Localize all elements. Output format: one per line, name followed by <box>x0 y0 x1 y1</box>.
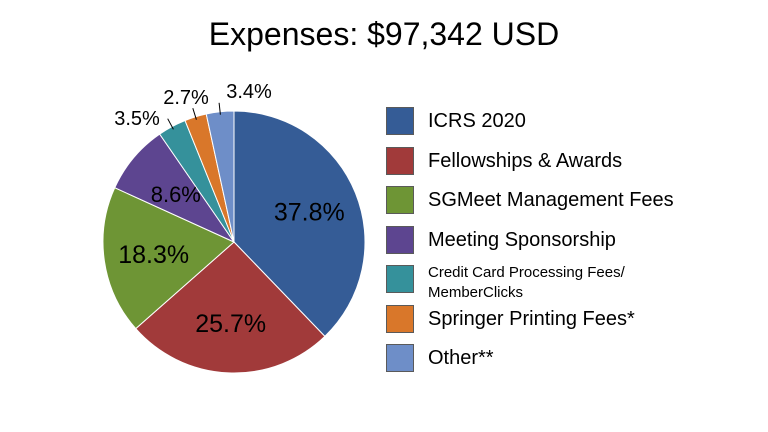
legend-swatch <box>386 186 414 214</box>
legend-swatch <box>386 225 414 254</box>
slice-value-label: 8.6% <box>151 182 201 207</box>
slice-leader-line <box>192 108 197 120</box>
legend-item: Credit Card Processing Fees/ MemberClick… <box>386 264 766 304</box>
legend-swatch <box>386 304 414 333</box>
legend-label: Credit Card Processing Fees/ MemberClick… <box>428 264 625 301</box>
pie-slice <box>233 110 366 338</box>
legend-label: ICRS 2020 <box>428 110 526 132</box>
slice-value-label: 18.3% <box>118 241 189 269</box>
legend-label: Fellowships & Awards <box>428 149 623 172</box>
slice-value-label: 25.7% <box>195 310 266 338</box>
legend-label: Meeting Sponsorship <box>428 228 616 251</box>
slice-leader-line <box>167 118 174 130</box>
pie-slice <box>102 187 235 330</box>
slice-leader-line <box>218 102 221 115</box>
legend-label: Springer Printing Fees* <box>428 307 635 330</box>
legend-label: SGMeet Management Fees <box>428 189 674 211</box>
legend-item: Meeting Sponsorship <box>386 225 766 265</box>
legend-item: SGMeet Management Fees <box>386 185 766 225</box>
slice-value-label: 37.8% <box>274 199 345 227</box>
legend-item: Fellowships & Awards <box>386 146 766 186</box>
pie-slice <box>135 241 326 374</box>
legend-label: Other** <box>428 347 494 369</box>
legend-swatch <box>386 146 414 175</box>
chart-legend: ICRS 2020 Fellowships & Awards SGMeet Mana… <box>386 106 766 383</box>
slice-value-label: 3.5% <box>114 108 160 130</box>
legend-swatch <box>386 265 414 293</box>
legend-item: Other** <box>386 343 766 383</box>
legend-item: ICRS 2020 <box>386 106 766 146</box>
legend-swatch <box>386 344 414 372</box>
legend-swatch <box>386 107 414 135</box>
slice-value-label: 3.4% <box>226 81 272 103</box>
chart-title: Expenses: $97,342 USD <box>208 16 560 52</box>
slice-value-label: 2.7% <box>163 87 209 109</box>
legend-item: Springer Printing Fees* <box>386 304 766 344</box>
